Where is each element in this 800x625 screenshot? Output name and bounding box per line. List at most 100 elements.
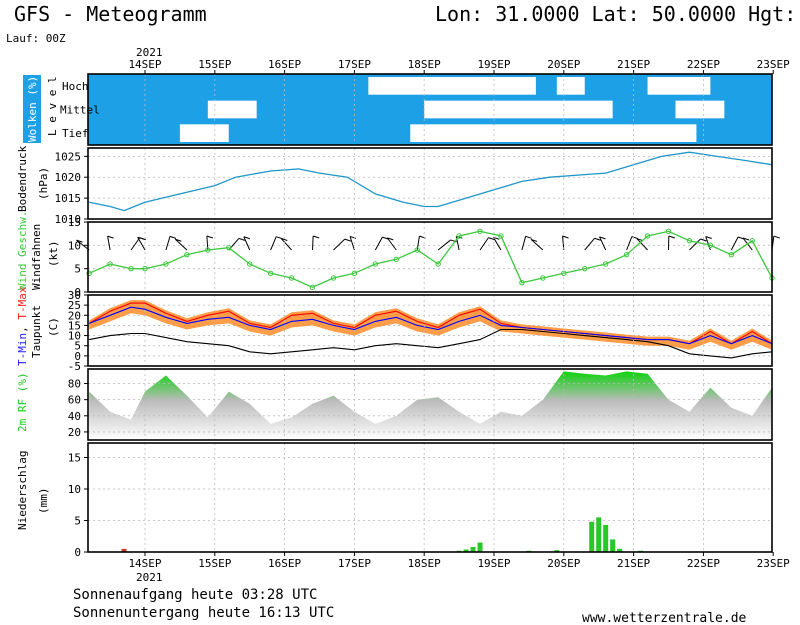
wind-barb-flag <box>137 236 144 240</box>
date-axis-bottom: 14SEP 15SEP 16SEP 17SEP 18SEP 19SEP 20SEP 21SEP… <box>128 557 790 570</box>
dewpoint-ylabel: Taupunkt <box>30 305 43 358</box>
precipitation-bar <box>617 548 623 552</box>
wind-speed-point <box>602 261 609 267</box>
wind-speed-point <box>623 251 630 258</box>
panel-frame <box>87 147 773 220</box>
wind-speed-point <box>728 251 735 258</box>
temperature-tick-label: 20 <box>68 309 81 322</box>
wind-barb-flag <box>344 238 351 242</box>
wind-barb <box>730 236 739 251</box>
wind-barb <box>312 235 314 251</box>
precipitation-panel: 0 5 10 15 Niederschlag (mm) <box>16 451 772 559</box>
dewpoint-line <box>89 328 773 359</box>
pressure-tick-label: 1020 <box>55 171 82 184</box>
cloud-panel: Hoch Mittel Tief Wolken (%) L e v e l <box>23 74 772 145</box>
wind-speed-point <box>205 247 211 253</box>
date-tick-label: 15SEP <box>198 557 231 570</box>
date-tick-label: 14SEP <box>128 58 161 71</box>
wind-speed-point <box>247 261 253 267</box>
pressure-ylabel: Bodendruck <box>16 145 29 212</box>
chart-title: GFS - Meteogramm <box>14 2 207 26</box>
wind-barb-flag <box>594 237 601 241</box>
wind-speed-point <box>749 237 755 244</box>
clear-sky-segment <box>556 77 585 95</box>
sunset-text: Sonnenuntergang heute 16:13 UTC <box>73 605 334 621</box>
wind-speed-point <box>393 256 399 263</box>
wind-speed-point <box>226 244 232 251</box>
wind-barb-flag <box>773 235 781 239</box>
precipitation-bar <box>477 542 483 552</box>
wind-barb-flag <box>281 238 288 242</box>
date-tick-label: 20SEP <box>547 557 580 570</box>
level-label-tief: Tief <box>62 127 89 140</box>
wind-panel: 0 5 10 15 Wind Geschw. Windfahnen (kt) <box>16 211 781 299</box>
wind-barb-flag <box>488 237 495 241</box>
clear-sky-segment <box>424 100 613 119</box>
precipitation-tick-label: 10 <box>68 483 81 496</box>
precipitation-bar <box>554 550 560 552</box>
humidity-ylabel: 2m RF (%) <box>16 372 29 432</box>
panel-frame <box>87 221 773 293</box>
temperature-tick-label: -5 <box>68 360 81 373</box>
date-tick-label: 20SEP <box>547 58 580 71</box>
wind-speed-point <box>665 228 672 235</box>
wind-speed-point <box>288 275 295 281</box>
wind-barb <box>374 236 383 251</box>
wind-side-label: Windfahnen <box>30 224 43 290</box>
wind-speed-point <box>267 270 274 277</box>
date-tick-label: 16SEP <box>268 58 301 71</box>
panel-frame <box>87 368 773 441</box>
wind-speed-point <box>582 265 588 272</box>
temperature-tick-label: 10 <box>68 330 81 343</box>
precipitation-bar <box>463 549 469 552</box>
wind-barb-flag <box>169 235 177 239</box>
wind-barb <box>437 239 451 251</box>
cloud-ylabel: Wolken (%) <box>26 76 39 142</box>
wind-speed-markers <box>86 228 775 291</box>
year-label-bottom: 2021 <box>136 571 163 584</box>
wind-barb <box>530 239 544 251</box>
temperature-unit: (C) <box>47 317 60 337</box>
date-tick-label: 21SEP <box>617 58 650 71</box>
level-label-mittel: Mittel <box>60 104 100 117</box>
pressure-panel: 1010 1015 1020 1025 Bodendruck (hPa) <box>16 145 773 226</box>
level-label-hoch: Hoch <box>62 80 89 93</box>
clear-sky-segment <box>675 100 725 119</box>
wind-speed-point <box>330 275 337 281</box>
pressure-gridlines <box>84 155 772 220</box>
wind-speed-point <box>540 275 546 281</box>
date-tick-label: 14SEP <box>128 557 161 570</box>
date-tick-label: 16SEP <box>268 557 301 570</box>
wind-speed-point <box>477 228 483 235</box>
temperature-ylabel: T-Min, T-Max <box>16 286 29 366</box>
wind-barb-flag <box>599 236 606 240</box>
wind-barb-flag <box>742 237 750 241</box>
wind-barb <box>137 236 146 251</box>
wind-speed-point <box>128 265 134 272</box>
wind-barb <box>479 237 489 251</box>
precipitation-bar <box>596 517 602 552</box>
temperature-tick-label: 15 <box>68 319 81 332</box>
wind-barb <box>689 238 701 251</box>
panel-frame <box>87 442 773 553</box>
pressure-tick-label: 1015 <box>55 192 82 205</box>
wind-barb <box>165 236 171 251</box>
precipitation-bars <box>121 517 644 552</box>
precipitation-unit: (mm) <box>37 488 50 515</box>
precipitation-tick-label: 5 <box>74 514 81 527</box>
cloud-side-label: L e v e l <box>46 76 59 136</box>
wind-tick-label: 5 <box>74 263 81 276</box>
date-tick-label: 18SEP <box>408 557 441 570</box>
precipitation-tick-label: 0 <box>74 546 81 559</box>
clear-sky-segment <box>410 124 697 142</box>
year-label-top: 2021 <box>136 46 163 59</box>
panel-frame <box>87 294 773 367</box>
clear-sky-segment <box>647 77 711 95</box>
wind-speed-point <box>184 251 190 258</box>
source-url: www.wetterzentrale.de <box>582 611 747 625</box>
precipitation-gridlines <box>84 456 772 553</box>
temperature-tick-label: 5 <box>74 340 81 353</box>
